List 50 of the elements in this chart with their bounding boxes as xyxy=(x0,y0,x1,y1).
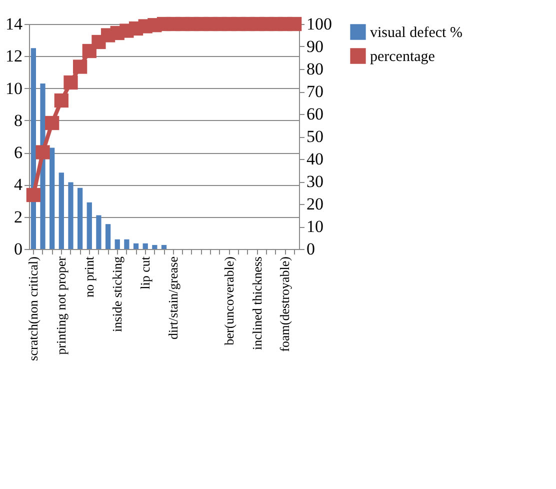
y2-tick-label: 60 xyxy=(306,104,324,124)
legend-label: visual defect % xyxy=(370,25,462,41)
x-tick-label: inside sticking xyxy=(109,256,124,332)
x-tick-label: lip cut xyxy=(137,256,152,290)
x-tick-label: printing not proper xyxy=(53,256,68,355)
y2-tick-label: 50 xyxy=(306,127,324,146)
y2-tick-label: 40 xyxy=(306,150,324,168)
y2-tick-label: 20 xyxy=(306,194,324,214)
y-tick-label: 0 xyxy=(14,240,22,258)
y-tick-label: 2 xyxy=(14,207,22,226)
bar xyxy=(161,244,167,249)
bar xyxy=(152,244,158,249)
point xyxy=(45,116,60,130)
bar xyxy=(50,148,55,249)
x-tick-label: scratch(non critical) xyxy=(25,256,40,361)
x-tick-label: foam(destroyable) xyxy=(277,256,292,352)
y2-tick-label: 30 xyxy=(306,172,324,191)
x-tick-label: inclined thickness xyxy=(249,256,264,350)
bar xyxy=(77,188,83,249)
legend-label: percentage xyxy=(370,49,436,65)
x-tick-label: no print xyxy=(81,256,96,298)
x-tick-label: ber(uncoverable) xyxy=(221,256,236,346)
bar xyxy=(124,239,130,249)
y-tick-label: 10 xyxy=(6,78,22,98)
point xyxy=(26,188,40,202)
point xyxy=(36,145,50,160)
y2-tick-label: 10 xyxy=(306,217,324,236)
x-tick-label: dirt/stain/grease xyxy=(165,256,180,340)
y2-tick-label: 80 xyxy=(306,60,324,78)
bar xyxy=(58,172,64,249)
bar xyxy=(86,202,92,249)
bar xyxy=(133,243,139,249)
bar xyxy=(68,182,74,249)
bar xyxy=(96,215,102,249)
point xyxy=(288,16,302,32)
point xyxy=(54,93,68,108)
point xyxy=(72,60,88,74)
point xyxy=(64,75,78,90)
y-tick-label: 14 xyxy=(6,14,23,34)
y2-tick-label: 0 xyxy=(306,240,315,258)
y-tick-label: 12 xyxy=(6,46,22,66)
y2-tick-label: 90 xyxy=(306,37,324,56)
y-tick-label: 6 xyxy=(14,143,22,162)
y-tick-label: 4 xyxy=(14,175,23,194)
y-tick-label: 8 xyxy=(14,110,22,130)
y2-tick-label: 100 xyxy=(306,14,332,34)
bar xyxy=(105,224,111,249)
y2-tick-label: 70 xyxy=(306,82,324,101)
bar xyxy=(114,239,120,249)
bar xyxy=(142,243,148,249)
